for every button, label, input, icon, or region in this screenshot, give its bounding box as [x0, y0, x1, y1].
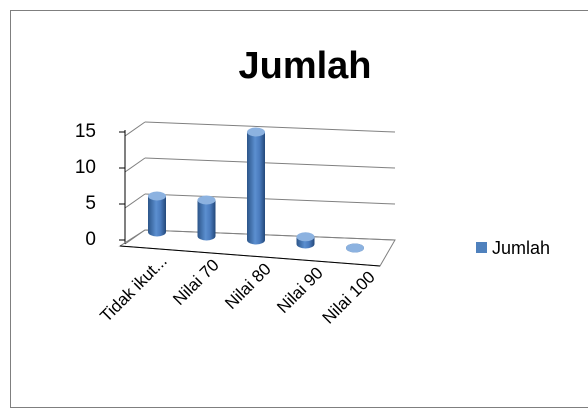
gridline: [144, 157, 396, 169]
gridline: [144, 121, 396, 133]
bar: [346, 243, 364, 253]
x-axis-line: [119, 245, 381, 267]
gridline: [144, 193, 396, 205]
bars: [148, 127, 364, 253]
y-tick-label: 10: [75, 157, 96, 178]
bar-top: [247, 127, 265, 137]
chart-frame: [10, 10, 588, 408]
y-axis-ticks: 0 5 10 15: [75, 121, 125, 250]
gridline-side: [124, 157, 146, 173]
bar: [296, 232, 315, 249]
legend-swatch: [476, 242, 487, 253]
bar-top: [197, 195, 216, 205]
category-label: Tidak ikut...: [96, 251, 170, 325]
category-label: Nilai 100: [319, 267, 379, 327]
y-tick-label: 15: [75, 121, 96, 142]
bar: [148, 191, 166, 237]
category-label: Nilai 70: [169, 255, 223, 309]
bar-body: [148, 196, 166, 237]
bar-body: [247, 131, 265, 245]
y-tick-label: 5: [85, 193, 96, 214]
bar: [197, 195, 216, 241]
chart-title: Jumlah: [238, 45, 371, 87]
y-tick-label: 0: [85, 229, 96, 250]
bar-top: [296, 232, 315, 242]
legend: Jumlah: [476, 238, 550, 258]
bar-body: [197, 199, 216, 241]
bar-top: [346, 243, 364, 253]
gridline-side: [124, 193, 146, 209]
category-label: Nilai 90: [273, 263, 327, 317]
bar: [247, 127, 265, 245]
category-label: Nilai 80: [221, 259, 275, 313]
gridline-side: [124, 121, 146, 137]
bar-top: [148, 191, 166, 201]
legend-label: Jumlah: [492, 238, 550, 258]
grid: [118, 121, 396, 267]
